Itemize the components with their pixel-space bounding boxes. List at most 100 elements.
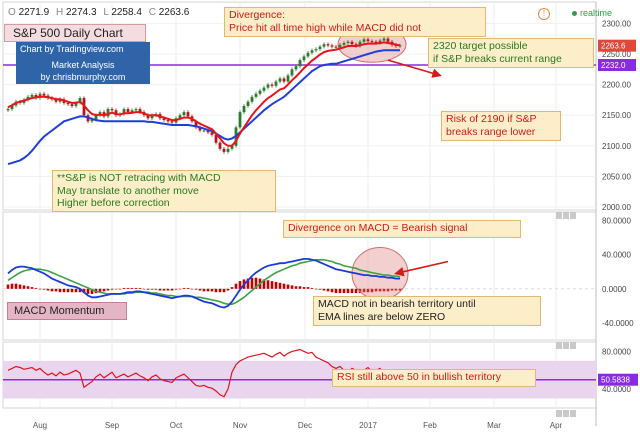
macd-histogram-bar [282,283,286,289]
macd-histogram-bar [322,288,326,291]
candle-body [214,134,218,143]
rsi-tick-label: 40.0000 [602,385,631,394]
candle-body [350,41,354,45]
pane-close-icon[interactable] [570,342,576,349]
candle-body [310,50,314,53]
macd-histogram-bar [350,288,354,294]
macd-pane-label: MACD Momentum [7,302,127,320]
price-pane-controls[interactable] [556,206,580,219]
pane-up-icon[interactable] [556,342,562,349]
pane-up-icon[interactable] [556,410,562,417]
macd-histogram-bar [158,288,162,291]
clock-icon[interactable]: ! [538,8,550,20]
candle-body [42,93,46,96]
macd-histogram-bar [70,288,74,293]
candle-body [230,145,234,149]
pane-close-icon[interactable] [570,212,576,219]
macd-histogram-bar [34,287,38,289]
macd-histogram-bar [198,288,202,291]
candle-body [166,120,170,122]
retrace-line-1: **S&P is NOT retracing with MACD [57,172,221,184]
macd-histogram-bar [182,287,186,289]
macd-histogram-bar [82,288,86,294]
pane-close-icon[interactable] [570,410,576,417]
macd-tick-label: 40.0000 [602,251,631,260]
macd-histogram-bar [86,288,90,294]
macd-histogram-bar [122,287,126,289]
candle-body [374,41,378,43]
pane-down-icon[interactable] [563,410,569,417]
candle-body [30,94,34,97]
macd-histogram-bar [38,288,42,290]
rsi-pane-controls[interactable] [556,404,580,417]
macd-histogram-bar [50,288,54,292]
macd-note-line-1: MACD not in bearish territory until [318,298,476,310]
y-tick-label: 2050.00 [602,172,631,181]
candle-body [150,115,154,119]
candle-body [286,75,290,82]
candle-body [106,109,110,117]
pane-up-icon[interactable] [556,212,562,219]
risk-line-1: Risk of 2190 if S&P [446,113,537,125]
target-line-1: 2320 target possible [433,40,528,52]
candle-body [186,112,190,117]
candle-body [382,38,386,41]
retrace-line-2: May translate to another move [57,184,199,197]
fast-ma-line [7,41,401,147]
credit-line-3: by chrisbmurphy.com [40,72,126,82]
candle-body [126,109,130,113]
candle-body [346,41,350,43]
macd-histogram-bar [354,288,358,294]
last-price-label: 2263.6 [601,42,626,51]
candle-body [202,130,206,132]
macd-histogram-bar [254,277,258,289]
macd-histogram-bar [130,287,134,289]
macd-histogram-bar [90,288,94,294]
macd-histogram-bar [150,288,154,290]
macd-pane-controls[interactable] [556,336,580,349]
risk-arrow [387,59,442,78]
low-value: 2258.4 [111,7,142,18]
macd-histogram-bar [346,288,350,294]
macd-histogram-bar [186,287,190,289]
macd-histogram-bar [230,287,234,289]
macd-histogram-bar [394,288,398,291]
candle-body [262,87,266,91]
candle-body [146,115,150,119]
candle-body [398,45,402,47]
macd-histogram-bar [194,288,198,290]
pane-down-icon[interactable] [563,212,569,219]
candle-body [210,132,214,135]
candle-body [58,99,62,102]
macd-histogram-bar [382,288,386,292]
macd-histogram-bar [378,288,382,292]
risk-line-2: breaks range lower [446,125,536,138]
live-dot-icon [572,11,577,17]
macd-histogram-bar [290,285,294,289]
ohlc-readout: O 2271.9 H 2274.3 L 2258.4 C 2263.6 [4,7,189,18]
candle-body [298,60,302,67]
candle-body [274,81,278,86]
macd-territory-note: MACD not in bearish territory until EMA l… [313,296,541,326]
macd-histogram-bar [310,287,314,289]
macd-histogram-bar [18,284,22,289]
macd-histogram-bar [222,288,226,293]
candle-body [6,109,10,111]
high-value: 2274.3 [65,7,97,18]
open-key: O [8,7,16,18]
candle-body [182,112,186,116]
macd-histogram-bar [22,285,26,289]
macd-histogram-bar [314,288,318,290]
macd-histogram-bar [10,283,14,289]
candle-body [162,118,166,121]
candle-body [326,44,330,46]
candle-body [386,38,390,42]
pane-down-icon[interactable] [563,342,569,349]
x-tick-label: Oct [170,421,183,430]
rsi-note: RSI still above 50 in bullish territory [332,369,536,387]
macd-histogram-bar [370,288,374,293]
candle-body [302,56,306,61]
macd-histogram-bar [234,283,238,289]
candle-body [330,45,334,47]
macd-histogram-bar [102,288,106,292]
